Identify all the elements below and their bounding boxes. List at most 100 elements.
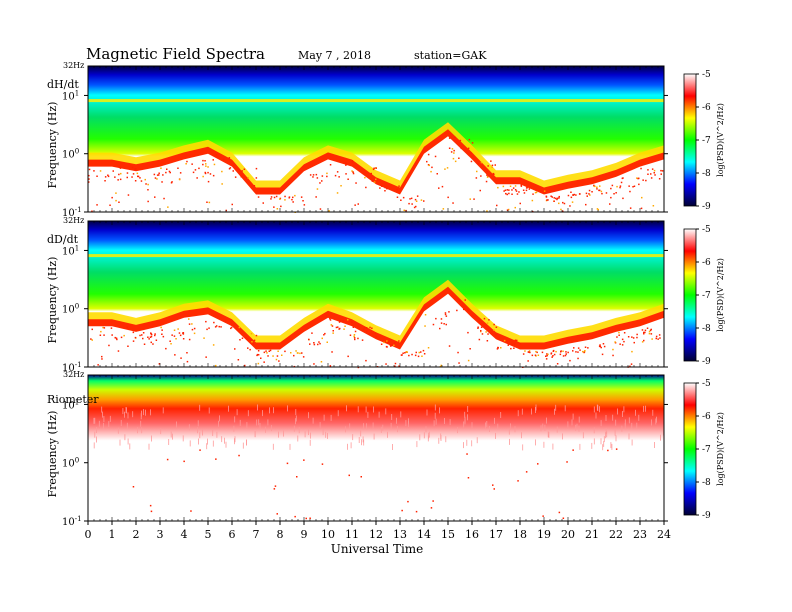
speckle	[650, 173, 652, 175]
speckle	[494, 164, 496, 166]
speckle	[485, 331, 487, 333]
speckle	[253, 339, 256, 342]
streak	[628, 417, 630, 424]
streak	[423, 432, 425, 439]
streak	[635, 409, 636, 416]
streak	[547, 431, 549, 438]
streak	[352, 434, 354, 441]
speckle	[134, 180, 137, 182]
speckle	[485, 180, 488, 183]
speckle	[440, 318, 443, 320]
speckle	[586, 195, 588, 197]
streak	[98, 420, 100, 427]
speckle	[317, 343, 319, 346]
speckle	[302, 356, 305, 358]
speckle	[355, 182, 357, 184]
speckle	[292, 201, 294, 203]
speckle	[440, 322, 443, 324]
streak	[126, 407, 127, 414]
streak	[638, 414, 640, 421]
speckle	[497, 347, 499, 349]
speckle	[496, 348, 499, 350]
streak	[591, 442, 593, 449]
speckle	[572, 194, 574, 196]
streak	[466, 439, 468, 446]
speckle	[132, 340, 135, 342]
streak	[471, 440, 473, 447]
speckle	[150, 333, 153, 336]
speckle	[366, 330, 368, 333]
speckle	[126, 176, 128, 179]
speckle	[208, 201, 211, 204]
colorbar-tick-label: -5	[702, 70, 711, 80]
speckle	[238, 454, 240, 457]
streak	[643, 405, 644, 412]
speckle	[405, 351, 407, 353]
speckle	[661, 170, 664, 172]
speckle	[414, 354, 417, 357]
speckle	[335, 326, 338, 329]
speckle	[443, 323, 445, 325]
speckle	[351, 160, 354, 162]
speckle	[354, 204, 356, 206]
streak	[509, 438, 510, 445]
speckle	[415, 510, 418, 513]
streak	[365, 406, 367, 413]
speckle	[391, 344, 393, 346]
speckle	[131, 166, 134, 169]
streak	[310, 432, 311, 439]
speckle	[493, 329, 495, 331]
speckle	[480, 161, 483, 164]
speckle	[352, 171, 354, 173]
x-tick-label: 8	[277, 528, 284, 541]
speckle	[424, 325, 426, 327]
speckle	[650, 328, 652, 331]
speckle	[600, 346, 602, 349]
speckle	[120, 336, 123, 339]
streak	[323, 414, 325, 421]
speckle	[371, 180, 374, 182]
speckle	[313, 343, 316, 346]
speckle	[470, 152, 472, 154]
speckle	[127, 194, 130, 196]
speckle	[115, 192, 117, 194]
streak	[624, 423, 626, 429]
speckle	[601, 353, 604, 356]
speckle	[641, 341, 644, 343]
speckle	[623, 340, 625, 343]
speckle	[599, 344, 601, 346]
speckle	[101, 358, 103, 360]
streak	[218, 420, 219, 427]
speckle	[631, 350, 633, 353]
speckle	[411, 203, 413, 205]
speckle	[373, 167, 375, 169]
speckle	[612, 348, 614, 351]
speckle	[276, 208, 279, 210]
streak	[486, 421, 488, 427]
streak	[660, 434, 661, 441]
speckle	[553, 353, 556, 356]
x-tick-label: 23	[633, 528, 647, 541]
streak	[531, 408, 532, 415]
speckle	[444, 312, 447, 314]
speckle	[154, 334, 156, 337]
speckle	[273, 196, 276, 199]
streak	[304, 431, 306, 438]
speckle	[645, 179, 647, 182]
speckle	[269, 349, 272, 352]
speckle	[453, 149, 455, 152]
speckle	[445, 315, 448, 317]
streak	[224, 437, 225, 444]
speckle	[160, 326, 162, 329]
speckle	[99, 334, 102, 336]
speckle	[629, 365, 631, 367]
speckle	[202, 175, 204, 178]
speckle	[573, 193, 575, 196]
speckle	[506, 193, 508, 196]
colorbar-tick-label: -6	[702, 412, 711, 422]
streak	[628, 433, 630, 440]
speckle	[319, 182, 321, 184]
speckle	[115, 199, 117, 202]
streak	[233, 425, 235, 432]
speckle	[153, 173, 156, 176]
